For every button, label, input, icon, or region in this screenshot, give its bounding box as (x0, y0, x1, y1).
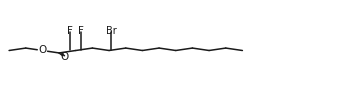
Text: O: O (38, 46, 46, 56)
Text: F: F (67, 26, 73, 36)
Text: Br: Br (106, 26, 116, 36)
Text: O: O (60, 52, 69, 62)
Text: F: F (78, 26, 84, 36)
